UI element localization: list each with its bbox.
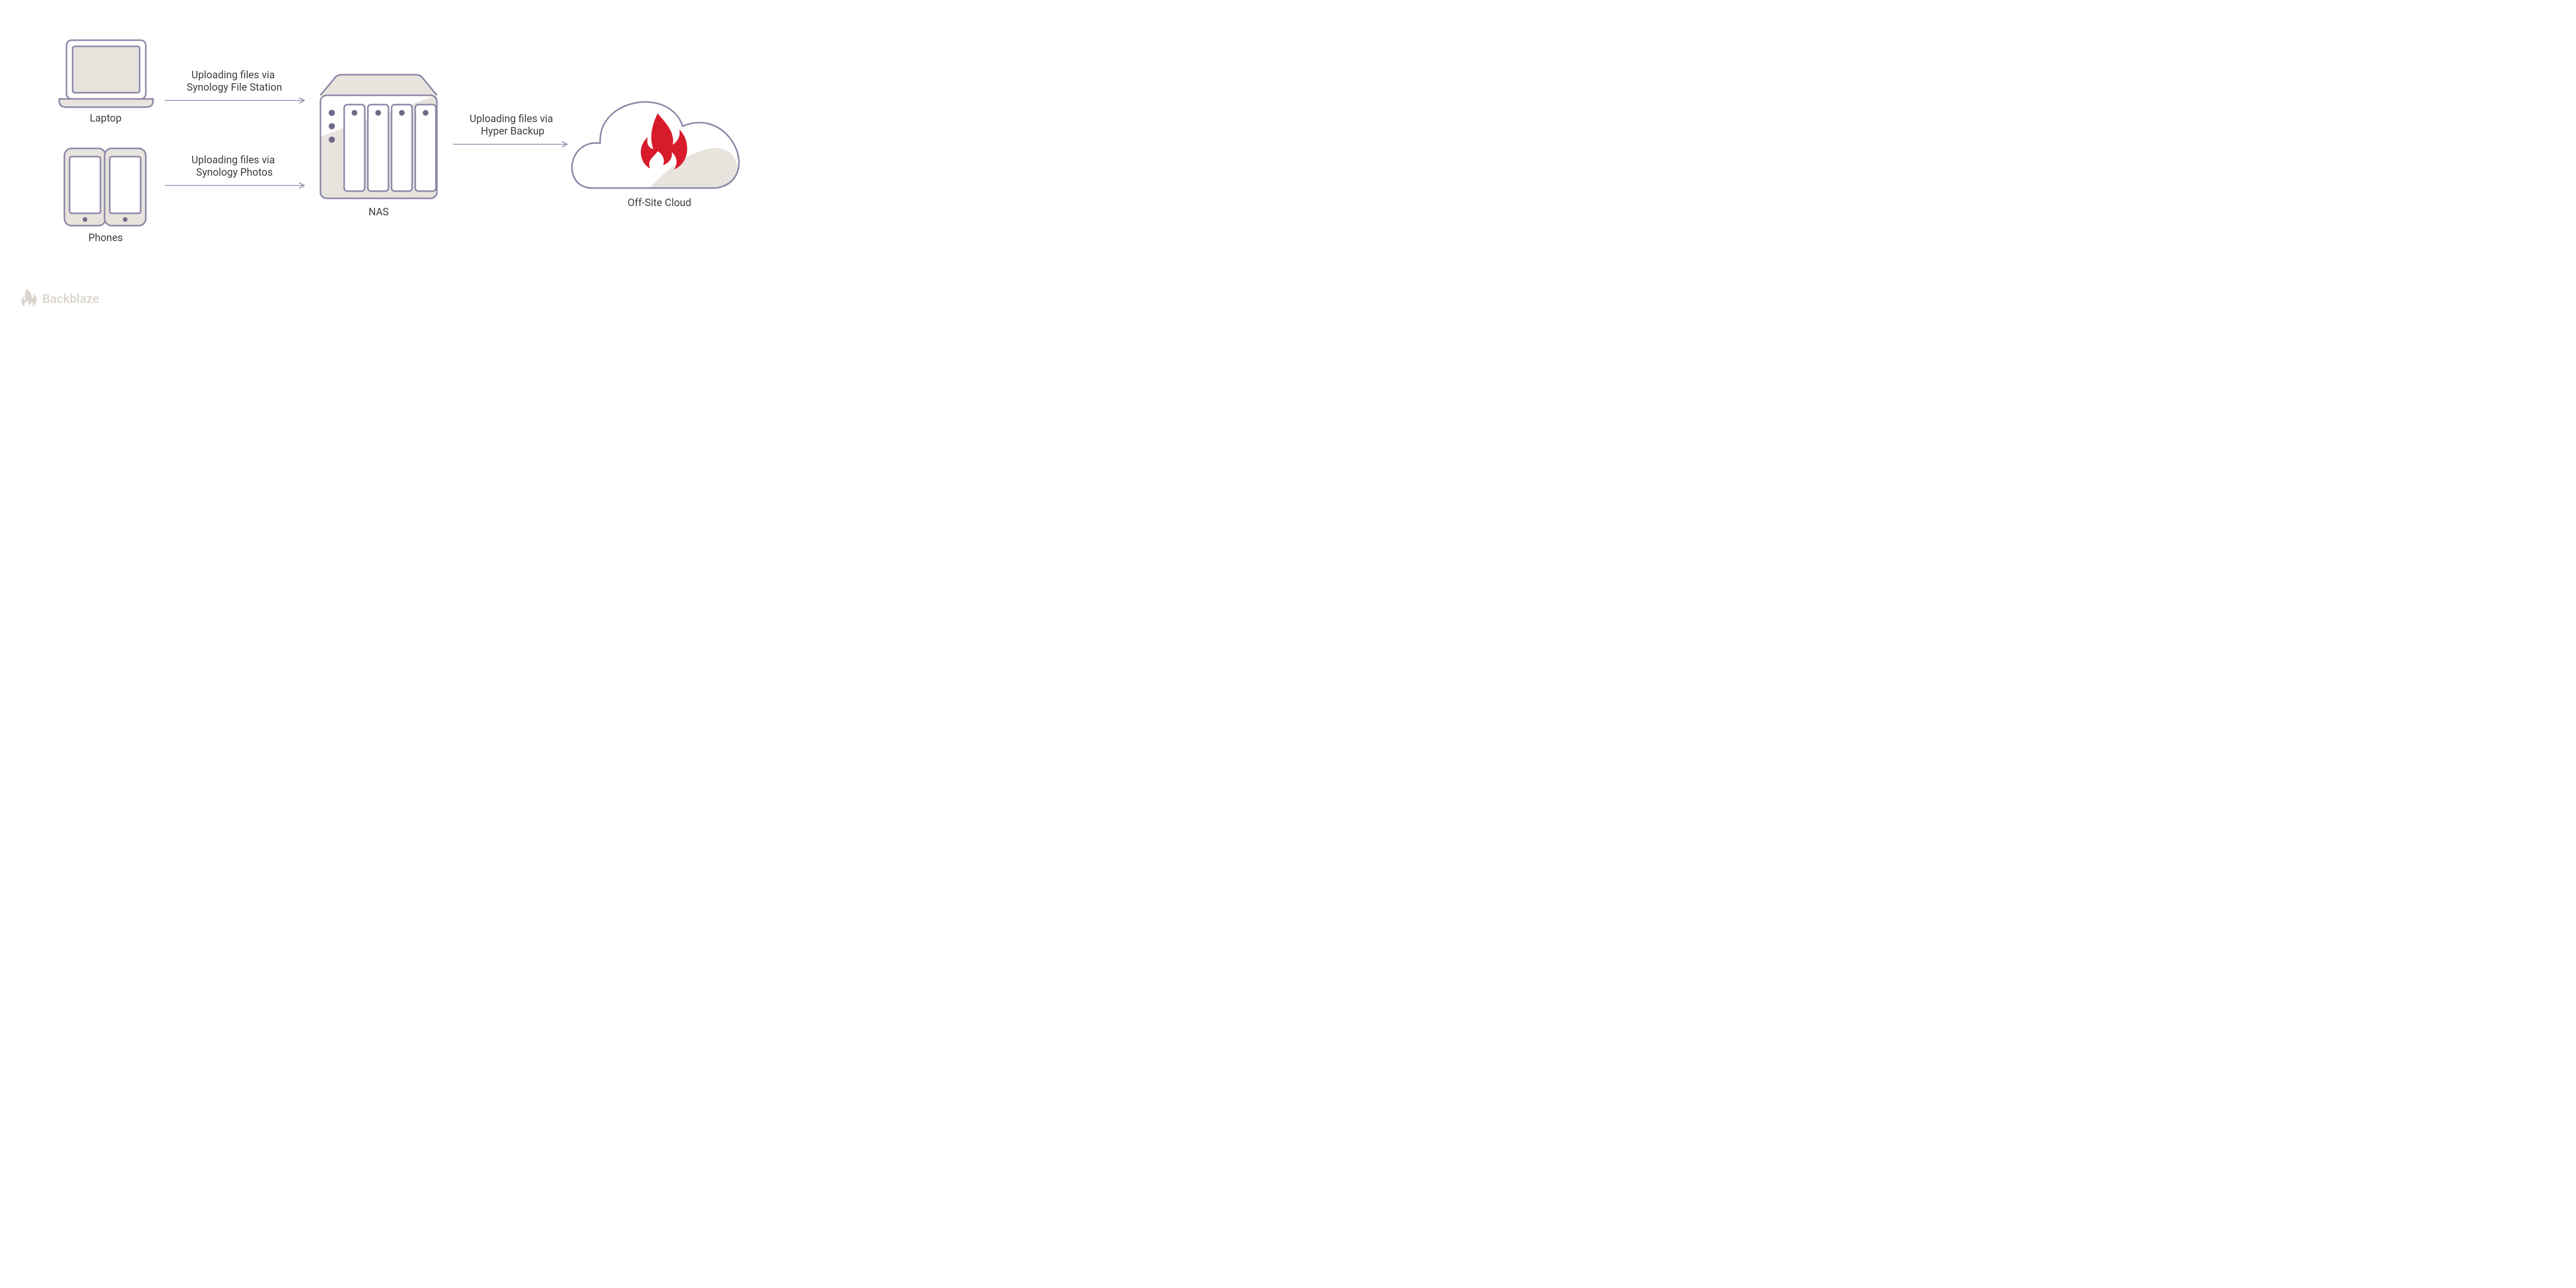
cloud-label: Off-Site Cloud [628, 196, 691, 209]
backup-flow-diagram: Laptop Phones [0, 0, 804, 319]
watermark-text: Backblaze [42, 292, 99, 306]
laptop-label: Laptop [90, 112, 122, 124]
arrow-label-file-station: Uploading files via Synology File Statio… [187, 69, 282, 93]
arrow-label-photos: Uploading files via Synology Photos [192, 154, 278, 178]
phones-icon [64, 148, 146, 226]
nas-icon [320, 75, 437, 198]
arrow-label-hyper-backup: Uploading files via Hyper Backup [470, 112, 556, 137]
phones-label: Phones [88, 231, 123, 244]
nas-label: NAS [368, 206, 388, 218]
laptop-icon [59, 40, 153, 107]
